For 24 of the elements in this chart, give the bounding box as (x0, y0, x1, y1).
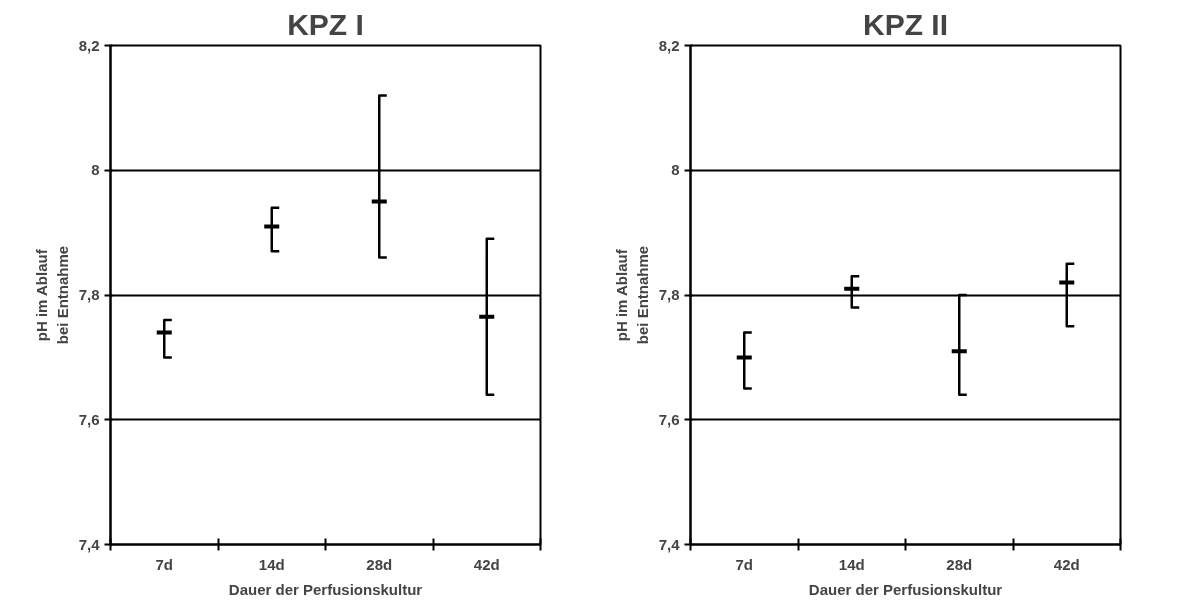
y-tick-label: 7,8 (658, 286, 680, 303)
y-tick-label: 7,4 (78, 535, 101, 553)
y-tick-label: 8,2 (78, 36, 100, 54)
x-tick-label: 7d (735, 555, 754, 573)
x-tick-label: 42d (1053, 555, 1080, 573)
y-tick-label: 7,6 (658, 410, 680, 428)
x-axis-title: Dauer der Perfusionskultur (228, 580, 423, 598)
y-axis-title: pH im Ablauf bei Entnahme (613, 245, 651, 345)
y-tick-label: 8 (91, 161, 100, 179)
chart-title: KPZ I (287, 7, 364, 41)
x-tick-label: 28d (946, 555, 973, 573)
y-tick-label: 8,2 (658, 36, 680, 54)
x-axis-title: Dauer der Perfusionskultur (808, 580, 1003, 598)
y-axis-title: pH im Ablauf bei Entnahme (33, 245, 71, 345)
y-tick-label: 8 (671, 161, 680, 179)
y-tick-label: 7,4 (658, 535, 681, 553)
y-tick-label: 7,8 (78, 286, 100, 303)
y-tick-label: 7,6 (78, 410, 100, 428)
x-tick-label: 42d (473, 555, 500, 573)
x-tick-label: 14d (258, 555, 285, 573)
x-tick-label: 14d (838, 555, 865, 573)
x-tick-label: 28d (366, 555, 393, 573)
x-tick-label: 7d (155, 555, 174, 573)
chart-title: KPZ II (863, 7, 949, 41)
